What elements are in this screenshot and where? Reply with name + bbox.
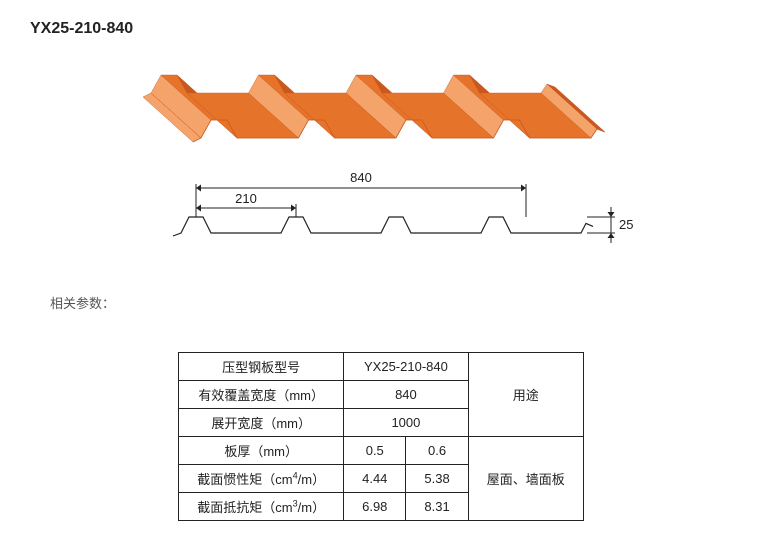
svg-text:210: 210 [235,191,257,206]
cell: 4.44 [344,465,406,493]
row-label: 有效覆盖宽度（mm） [179,381,344,409]
cell: 5.38 [406,465,468,493]
cell: 0.6 [406,437,468,465]
row-value: 1000 [344,409,469,437]
product-diagram: 840 210 25 [30,58,732,273]
usage-value: 屋面、墙面板 [468,437,583,521]
row-label: 板厚（mm） [179,437,344,465]
svg-text:840: 840 [350,170,372,185]
cell: 6.98 [344,493,406,521]
params-label: 相关参数： [50,293,732,312]
cell: 8.31 [406,493,468,521]
spec-table: 压型钢板型号 YX25-210-840 用途 有效覆盖宽度（mm） 840 展开… [178,352,584,521]
row-value: 840 [344,381,469,409]
page-title: YX25-210-840 [30,20,732,38]
cell: 0.5 [344,437,406,465]
row-label: 截面惯性矩（cm4/m） [179,465,344,493]
row-label: 截面抵抗矩（cm3/m） [179,493,344,521]
usage-header: 用途 [468,353,583,437]
row-label: 压型钢板型号 [179,353,344,381]
svg-text:25: 25 [619,217,633,232]
row-label: 展开宽度（mm） [179,409,344,437]
row-value: YX25-210-840 [344,353,469,381]
